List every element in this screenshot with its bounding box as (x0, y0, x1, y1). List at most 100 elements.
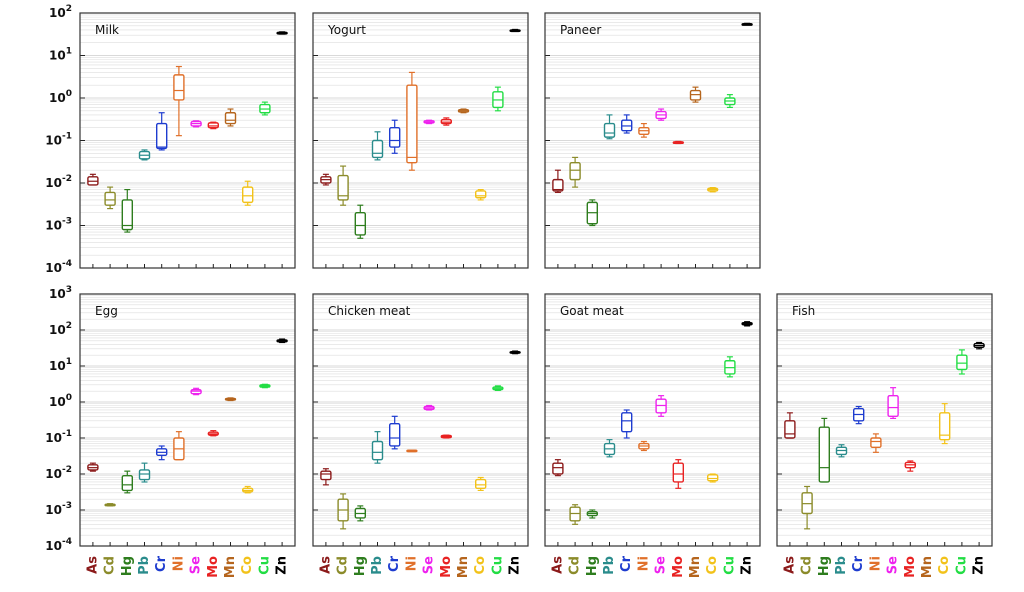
panel-frame (544, 293, 761, 547)
y-tick-label: 101 (49, 357, 72, 373)
x-category-label-co: Co (937, 556, 952, 575)
box-iqr (784, 420, 796, 439)
y-tick-label: 10-1 (45, 429, 72, 445)
box-as (552, 169, 564, 194)
box-cu (259, 101, 271, 116)
x-category-label-cr: Cr (154, 555, 169, 572)
box-co (241, 180, 254, 206)
panel-frame (79, 293, 296, 547)
box-mo (440, 434, 452, 439)
box-hg (818, 417, 830, 483)
y-tick-label: 10-3 (45, 501, 72, 517)
box-cu (956, 349, 968, 375)
box-cd (104, 503, 116, 507)
box-iqr (104, 191, 116, 206)
box-mo (904, 460, 916, 472)
panel-frame (776, 293, 993, 547)
box-co (707, 473, 719, 483)
box-as (320, 173, 332, 186)
box-co (475, 188, 487, 201)
box-iqr (956, 354, 968, 371)
x-category-label-se: Se (189, 556, 204, 574)
box-pb (371, 131, 384, 161)
box-co (475, 476, 487, 492)
box-iqr (389, 422, 401, 447)
x-category-label-mo: Mo (206, 556, 221, 578)
box-se (655, 395, 667, 417)
x-category-label-zn: Zn (275, 556, 290, 575)
box-iqr (406, 84, 418, 164)
box-as (87, 173, 99, 186)
box-iqr (939, 412, 951, 441)
x-category-label-as: As (550, 556, 565, 574)
x-category-label-zn: Zn (972, 556, 987, 575)
box-hg (586, 199, 598, 227)
panel-milk: Milk (79, 12, 296, 269)
box-iqr (569, 162, 581, 181)
x-category-label-hg: Hg (120, 556, 135, 576)
box-cu (259, 383, 271, 389)
box-hg (354, 204, 366, 239)
y-tick-label: 10-4 (45, 537, 72, 553)
x-category-label-as: As (85, 556, 100, 574)
box-iqr (224, 112, 237, 125)
x-category-label-cu: Cu (954, 556, 969, 575)
box-mn (457, 108, 470, 114)
x-category-label-cr: Cr (619, 555, 634, 572)
y-tick-label: 102 (49, 4, 72, 20)
box-iqr (818, 426, 830, 483)
box-iqr (121, 199, 134, 231)
y-tick-label: 10-2 (45, 174, 72, 190)
box-cd (104, 186, 116, 210)
box-mo (672, 459, 684, 489)
box-iqr (354, 212, 366, 236)
box-cd (337, 493, 349, 530)
box-ni (638, 122, 650, 138)
box-zn (276, 338, 288, 344)
y-tick-label: 10-1 (45, 132, 72, 148)
box-iqr (121, 474, 134, 492)
box-iqr (320, 470, 332, 481)
box-mn (224, 108, 237, 127)
box-iqr (337, 174, 349, 201)
box-mo (207, 430, 220, 437)
panel-yogurt: Yogurt (312, 12, 529, 269)
box-iqr (241, 186, 254, 204)
x-category-label-co: Co (705, 556, 720, 575)
box-mo (207, 121, 220, 130)
x-category-label-co: Co (240, 556, 255, 575)
box-mn (224, 397, 237, 402)
panel-title: Egg (95, 304, 118, 318)
panel-frame (79, 12, 296, 269)
x-category-label-mn: Mn (688, 556, 703, 578)
x-category-label-cd: Cd (568, 556, 583, 575)
box-cr (853, 405, 865, 425)
box-as (87, 462, 99, 472)
panel-paneer: Paneer (544, 12, 761, 269)
panel-egg: Egg (79, 293, 296, 547)
box-pb (603, 114, 616, 140)
box-iqr (155, 122, 168, 150)
x-category-label-ni: Ni (868, 556, 883, 571)
x-category-label-mo: Mo (903, 556, 918, 578)
box-mn (689, 86, 702, 103)
x-category-label-cu: Cu (722, 556, 737, 575)
box-pb (138, 149, 151, 161)
panel-title: Chicken meat (328, 304, 411, 318)
box-co (241, 485, 254, 494)
y-tick-label: 10-4 (45, 259, 72, 275)
x-category-label-zn: Zn (508, 556, 523, 575)
box-ni (406, 449, 418, 453)
x-category-label-cu: Cu (490, 556, 505, 575)
box-co (707, 186, 719, 193)
box-hg (586, 509, 598, 519)
box-iqr (173, 74, 185, 101)
box-hg (121, 470, 134, 494)
panel-title: Yogurt (327, 23, 366, 37)
box-co (939, 403, 951, 445)
box-cr (155, 112, 168, 151)
box-ni (638, 440, 650, 452)
box-zn (741, 22, 753, 26)
box-ni (173, 431, 185, 461)
